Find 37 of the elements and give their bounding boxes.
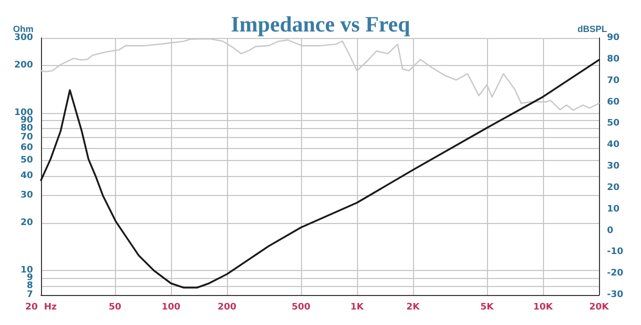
x-tick-label: 200 [218,302,236,312]
y2-tick-label: 0 [607,226,614,236]
y-tick-label: 300 [14,33,33,43]
y2-tick-label: 90 [607,33,620,43]
y2-tick-label: 80 [607,54,620,64]
y2-tick-label: 40 [607,140,620,150]
y-tick-label: 30 [20,190,33,200]
x-tick-label: 10K [533,302,554,312]
y2-tick-label: 20 [607,182,620,193]
y2-tick-label: 10 [607,204,620,214]
x-tick-label: 20K [589,302,610,312]
y2-tick-label: -20 [607,268,624,279]
x-tick-label: 2K [406,302,421,312]
x-tick-label: 5K [480,302,495,312]
y-axis-title: Ohm [13,24,34,34]
x-tick-label: 1K [350,302,365,312]
y2-axis-title: dBSPL [577,24,608,34]
y-tick-label: 200 [14,60,33,71]
chart-title: Impedance vs Freq [230,12,411,36]
y-tick-label: 60 [20,143,33,154]
y2-tick-label: 30 [607,162,620,172]
x-tick-label: 100 [162,302,180,312]
y-tick-label: 8 [26,280,33,291]
y-tick-label: 7 [26,290,33,300]
y2-tick-label: -10 [607,247,624,258]
x-tick-label: 500 [292,302,310,312]
y-tick-label: 80 [20,123,33,134]
y-tick-label: 40 [20,170,33,181]
y2-tick-label: 50 [607,118,620,129]
y-tick-label: 70 [20,132,33,143]
y2-tick-label: 60 [607,97,620,108]
x-tick-label: 20 Hz [25,302,57,312]
y2-tick-label: 70 [607,76,620,86]
y-tick-label: 20 [20,218,33,228]
y2-tick-label: -30 [607,290,624,300]
x-tick-label: 50 [108,302,122,312]
y-tick-label: 50 [20,156,33,166]
